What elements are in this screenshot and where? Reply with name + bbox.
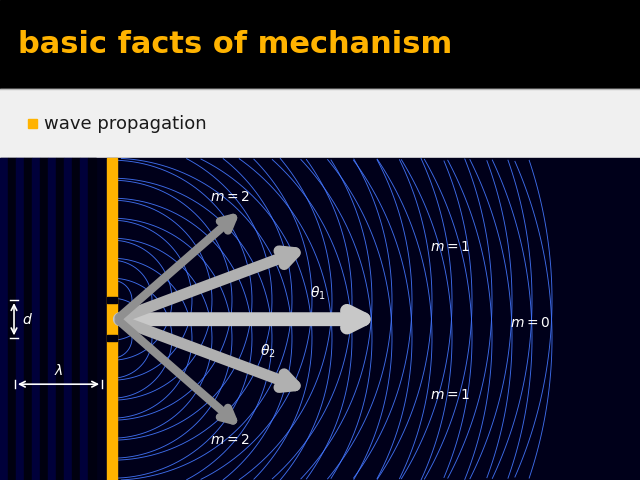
Bar — [107, 335, 117, 341]
Bar — [48, 158, 56, 480]
Bar — [24, 158, 32, 480]
Text: $m=2$: $m=2$ — [210, 190, 250, 204]
Text: $m=1$: $m=1$ — [430, 388, 470, 402]
Text: $\theta_2$: $\theta_2$ — [260, 342, 276, 360]
Bar — [80, 158, 88, 480]
Bar — [8, 158, 16, 480]
Bar — [107, 158, 117, 480]
Text: $\lambda$: $\lambda$ — [54, 363, 63, 378]
Text: $m=2$: $m=2$ — [210, 433, 250, 447]
Bar — [88, 158, 96, 480]
Text: wave propagation: wave propagation — [44, 115, 207, 132]
Bar — [16, 158, 24, 480]
Bar — [28, 119, 37, 128]
Bar — [56, 158, 64, 480]
Bar — [0, 89, 640, 158]
Bar — [72, 158, 80, 480]
Bar — [32, 158, 40, 480]
Bar — [0, 0, 640, 89]
Text: $m=1$: $m=1$ — [430, 240, 470, 254]
Bar — [0, 158, 640, 480]
Text: $\theta_1$: $\theta_1$ — [310, 284, 326, 301]
Text: $m=0$: $m=0$ — [510, 316, 550, 330]
Bar — [40, 158, 48, 480]
Text: $d$: $d$ — [22, 312, 33, 327]
Bar — [0, 158, 8, 480]
Text: basic facts of mechanism: basic facts of mechanism — [18, 30, 452, 59]
Bar — [64, 158, 72, 480]
Bar — [107, 297, 117, 303]
